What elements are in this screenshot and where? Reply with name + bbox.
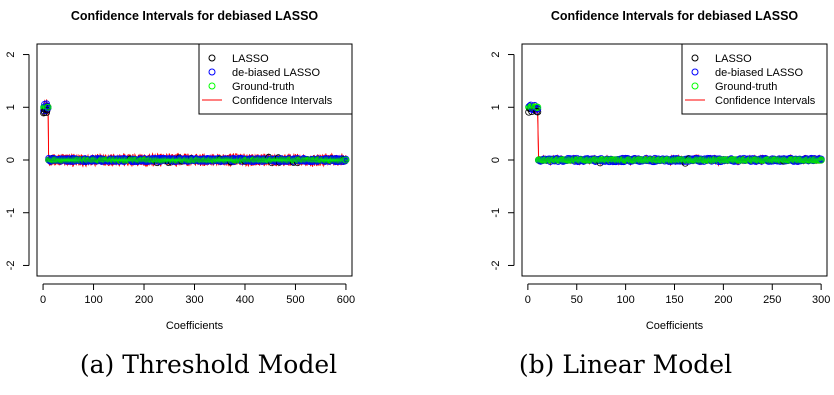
point-ground-truth [534,103,542,111]
legend-label: LASSO [715,53,752,65]
y-tick-label: 1 [490,104,502,110]
x-axis-label: Coefficients [646,320,704,332]
y-tick-label: -2 [490,261,502,271]
legend-symbol [208,82,216,90]
chart-panel-linear-model: Confidence Intervals for debiased LASSO 0… [417,0,834,395]
caption-threshold-model: (a) Threshold Model [79,350,338,379]
x-tick-label: 600 [337,294,355,306]
x-tick-label: 0 [525,294,531,306]
x-tick-label: 250 [763,294,781,306]
data-marks [40,99,350,168]
y-tick-label: -2 [5,261,17,271]
point-lasso [534,108,542,116]
point-ground-truth [342,156,350,164]
legend-label: Confidence Intervals [232,95,333,107]
legend-label: LASSO [232,53,269,65]
legend: LASSO de-biased LASSO Ground-truth Confiden… [198,43,353,115]
chart-title: Confidence Intervals for debiased LASSO [551,9,799,23]
legend-symbol [208,68,216,76]
plot-frame [521,43,828,277]
x-tick-label: 0 [40,294,46,306]
legend-label: Confidence Intervals [715,95,816,107]
legend-symbol [208,54,216,62]
x-tick-label: 400 [236,294,254,306]
y-tick-label: -1 [5,208,17,218]
x-tick-label: 50 [571,294,583,306]
point-ground-truth [44,103,52,111]
legend-box [681,43,828,115]
legend-symbol [691,54,699,62]
x-tick-label: 300 [185,294,203,306]
x-tick-label: 200 [714,294,732,306]
legend-label: Ground-truth [715,81,777,93]
legend-box [198,43,353,115]
x-axis-label: Coefficients [166,320,224,332]
chart-linear-model: Confidence Intervals for debiased LASSO 0… [490,9,830,332]
x-tick-label: 300 [812,294,830,306]
legend-label: de-biased LASSO [232,67,320,79]
legend-label: Ground-truth [232,81,294,93]
caption-linear-model: (b) Linear Model [518,350,733,379]
x-tick-label: 100 [84,294,102,306]
legend: LASSO de-biased LASSO Ground-truth Confiden… [681,43,828,115]
chart-threshold-model: Confidence Intervals for debiased LASSO 0… [5,9,355,332]
x-tick-label: 150 [665,294,683,306]
chart-panel-threshold-model: Confidence Intervals for debiased LASSO 0… [5,9,355,379]
y-tick-label: 0 [490,157,502,163]
y-tick-label: 2 [490,51,502,57]
chart-title: Confidence Intervals for debiased LASSO [71,9,319,23]
data-marks [525,101,825,167]
y-tick-label: 0 [5,157,17,163]
point-debiased-lasso [534,105,542,113]
x-tick-label: 200 [135,294,153,306]
point-ground-truth [817,156,825,164]
legend-symbol [691,82,699,90]
x-tick-label: 500 [286,294,304,306]
x-tick-label: 100 [616,294,634,306]
y-tick-label: 2 [5,51,17,57]
legend-symbol [691,68,699,76]
y-tick-label: -1 [490,208,502,218]
y-tick-label: 1 [5,104,17,110]
legend-label: de-biased LASSO [715,67,803,79]
plot-frame [36,43,353,277]
